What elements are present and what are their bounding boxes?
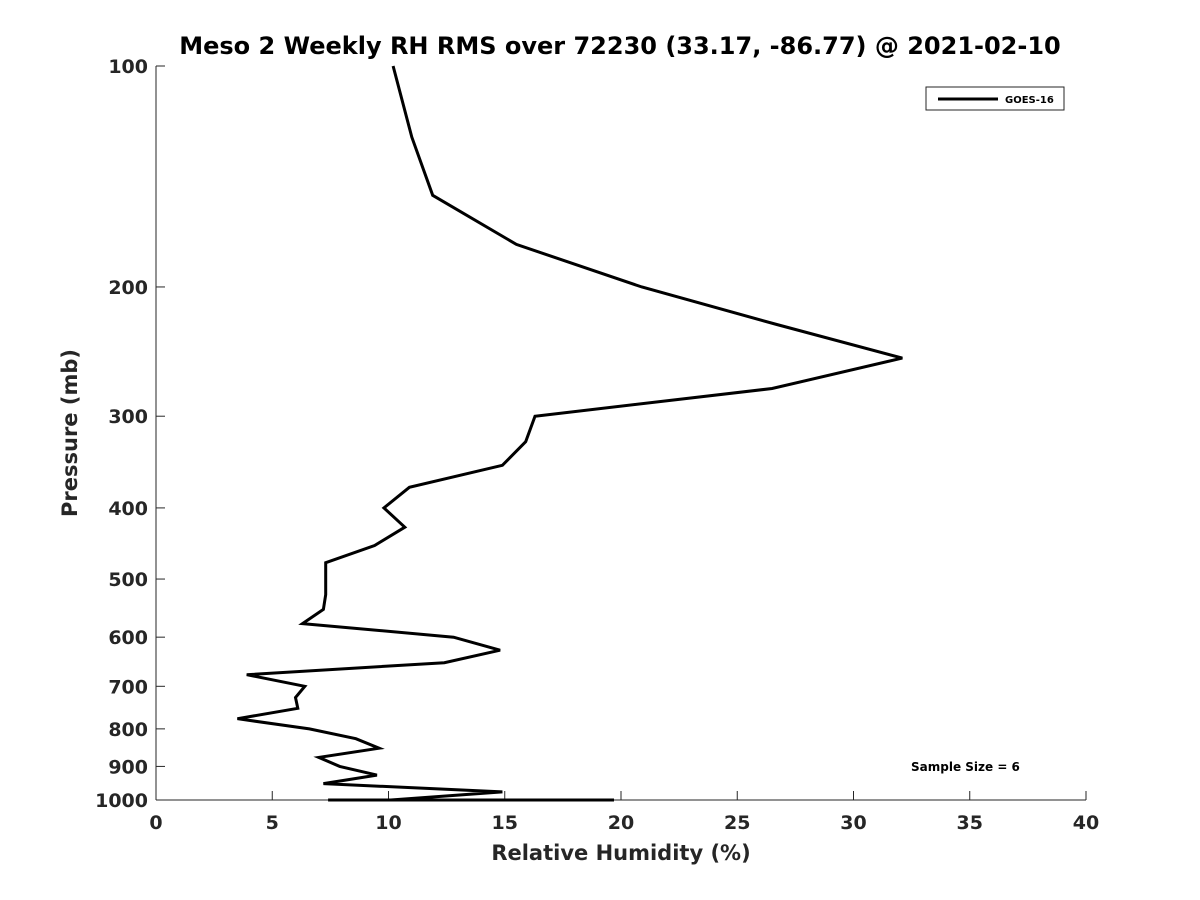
x-axis-ticks: 0 5 10 15 20 25 30 35 40 <box>149 791 1099 834</box>
y-tick-label: 600 <box>108 627 148 649</box>
x-tick-label: 35 <box>957 812 983 834</box>
x-axis-label: Relative Humidity (%) <box>491 841 750 865</box>
y-axis-label: Pressure (mb) <box>58 349 82 517</box>
y-tick-label: 100 <box>108 56 148 78</box>
y-tick-label: 900 <box>108 756 148 778</box>
y-tick-label: 500 <box>108 569 148 591</box>
x-tick-label: 25 <box>724 812 750 834</box>
series-line-goes-16 <box>237 65 903 802</box>
y-tick-label: 200 <box>108 277 148 299</box>
x-tick-label: 10 <box>375 812 401 834</box>
y-tick-label: 800 <box>108 719 148 741</box>
x-tick-label: 30 <box>840 812 866 834</box>
x-tick-label: 0 <box>149 812 162 834</box>
sample-size-annotation: Sample Size = 6 <box>911 760 1020 774</box>
x-tick-label: 15 <box>492 812 518 834</box>
y-axis-ticks: 100 200 300 400 500 600 700 800 900 1000 <box>95 56 165 812</box>
y-tick-label: 700 <box>108 676 148 698</box>
legend-label-goes-16: GOES-16 <box>1005 95 1054 106</box>
y-tick-label: 400 <box>108 498 148 520</box>
chart-title: Meso 2 Weekly RH RMS over 72230 (33.17, … <box>179 32 1061 60</box>
x-tick-label: 40 <box>1073 812 1099 834</box>
y-tick-label: 300 <box>108 406 148 428</box>
legend: GOES-16 <box>925 86 1065 111</box>
x-tick-label: 5 <box>266 812 279 834</box>
x-tick-label: 20 <box>608 812 634 834</box>
y-tick-label: 1000 <box>95 790 148 812</box>
